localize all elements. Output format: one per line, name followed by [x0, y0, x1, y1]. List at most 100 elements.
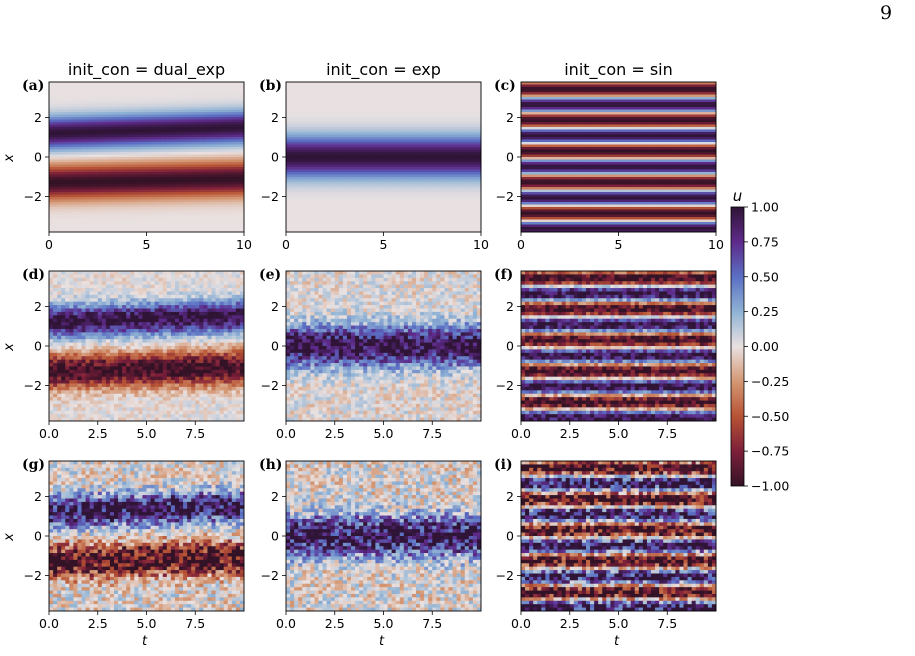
- heatmap-cell: [234, 194, 240, 198]
- heatmap-cell: [185, 97, 191, 100]
- heatmap-cell: [398, 84, 404, 88]
- heatmap-cell: [88, 104, 94, 108]
- heatmap-cell: [185, 209, 191, 213]
- heatmap-cell: [407, 107, 414, 110]
- heatmap-cell: [378, 117, 384, 120]
- heatmap-cell: [141, 152, 147, 155]
- heatmap-cell: [92, 224, 99, 228]
- heatmap-cell: [398, 99, 404, 103]
- heatmap-cell: [456, 227, 462, 230]
- heatmap-cell: [422, 189, 428, 193]
- heatmap-cell: [422, 104, 428, 108]
- heatmap-cell: [315, 124, 321, 128]
- heatmap-cell: [205, 107, 211, 110]
- heatmap-cell: [456, 147, 462, 150]
- heatmap-cell: [398, 202, 404, 205]
- heatmap-cell: [315, 94, 321, 98]
- heatmap-cell: [141, 159, 147, 163]
- heatmap-cell: [545, 82, 551, 85]
- heatmap-cell: [295, 224, 301, 228]
- heatmap-cell: [88, 209, 94, 213]
- heatmap-cell: [112, 222, 118, 225]
- heatmap-cell: [83, 154, 89, 158]
- heatmap-cell: [393, 144, 399, 148]
- heatmap-cell: [200, 82, 206, 85]
- heatmap-cell: [200, 147, 206, 150]
- heatmap-cell: [185, 207, 191, 210]
- heatmap-cell: [290, 162, 297, 165]
- heatmap-cell: [78, 159, 84, 163]
- heatmap-cell: [234, 152, 240, 155]
- heatmap-cell: [180, 134, 186, 138]
- heatmap-cell: [146, 219, 152, 223]
- heatmap-cell: [446, 132, 453, 135]
- heatmap-cell: [354, 89, 360, 93]
- heatmap-cell: [378, 182, 384, 185]
- heatmap-cell: [97, 164, 103, 168]
- heatmap-cell: [156, 222, 162, 225]
- heatmap-cell: [53, 169, 60, 173]
- heatmap-cell: [166, 119, 172, 123]
- heatmap-cell: [117, 197, 123, 200]
- heatmap-cell: [359, 149, 365, 153]
- heatmap-cell: [200, 129, 206, 133]
- heatmap-cell: [320, 144, 326, 148]
- heatmap-cell: [161, 222, 167, 225]
- heatmap-cell: [466, 199, 472, 203]
- heatmap-cell: [344, 197, 350, 200]
- heatmap-cell: [334, 212, 340, 215]
- heatmap-cell: [476, 104, 482, 108]
- heatmap-cell: [166, 222, 172, 225]
- heatmap-cell: [141, 222, 147, 225]
- heatmap-cell: [383, 202, 389, 205]
- heatmap-cell: [195, 192, 201, 195]
- heatmap-cell: [156, 82, 162, 85]
- heatmap-cell: [437, 82, 443, 85]
- heatmap-cell: [234, 137, 240, 140]
- heatmap-cell: [349, 99, 355, 103]
- heatmap-cell: [339, 192, 345, 195]
- heatmap-cell: [295, 212, 301, 215]
- heatmap-cell: [63, 202, 69, 205]
- heatmap-cell: [175, 139, 181, 143]
- heatmap-cell: [131, 212, 138, 215]
- heatmap-cell: [286, 144, 292, 148]
- heatmap-cell: [354, 204, 360, 208]
- heatmap-cell: [349, 229, 355, 233]
- heatmap-cell: [310, 227, 316, 230]
- heatmap-cell: [672, 84, 678, 88]
- heatmap-cell: [205, 179, 211, 183]
- heatmap-cell: [476, 119, 482, 123]
- heatmap-cell: [166, 217, 172, 220]
- heatmap-cell: [200, 137, 206, 140]
- heatmap-cell: [295, 159, 301, 163]
- heatmap-cell: [117, 119, 123, 123]
- heatmap-cell: [83, 224, 89, 228]
- heatmap-cell: [107, 224, 113, 228]
- heatmap-cell: [476, 132, 482, 135]
- heatmap-cell: [209, 92, 216, 95]
- heatmap-cell: [286, 219, 292, 223]
- heatmap-cell: [466, 219, 472, 223]
- heatmap-cell: [117, 217, 123, 220]
- heatmap-cell: [310, 144, 316, 148]
- heatmap-cell: [315, 129, 321, 133]
- heatmap-cell: [156, 182, 162, 185]
- heatmap-cell: [398, 189, 404, 193]
- heatmap-cell: [325, 129, 331, 133]
- heatmap-cell: [175, 109, 181, 113]
- heatmap-cell: [53, 179, 60, 183]
- heatmap-cell: [349, 82, 355, 85]
- heatmap-cell: [442, 219, 448, 223]
- heatmap-cell: [136, 194, 142, 198]
- heatmap-cell: [550, 82, 556, 85]
- heatmap-cell: [446, 109, 453, 113]
- heatmap-cell: [442, 157, 448, 160]
- heatmap-cell: [200, 159, 206, 163]
- heatmap-cell: [325, 187, 331, 190]
- heatmap-cell: [456, 154, 462, 158]
- heatmap-cell: [156, 174, 162, 178]
- heatmap-cell: [339, 187, 345, 190]
- heatmap-cell: [112, 109, 118, 113]
- heatmap-cell: [239, 132, 245, 135]
